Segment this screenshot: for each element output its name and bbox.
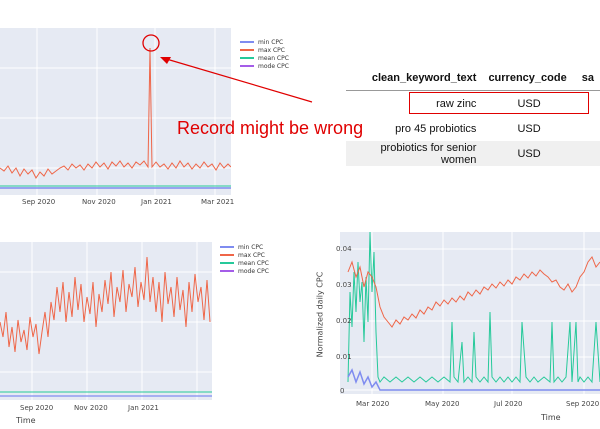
table-row: probiotics for senior women USD	[346, 141, 600, 166]
annotation-arrow-line	[162, 57, 313, 103]
bottom-left-xtick: Sep 2020	[20, 404, 54, 412]
bottom-left-max-line	[0, 256, 211, 355]
top-left-xtick: Mar 2021	[201, 198, 235, 206]
bottom-right-ytick: 0	[340, 387, 345, 395]
top-left-xtick: Jan 2021	[141, 198, 172, 206]
bottom-left-xaxis-title: Time	[16, 416, 36, 425]
bottom-right-xtick: Jul 2020	[494, 400, 523, 408]
bottom-left-xtick: Nov 2020	[74, 404, 108, 412]
column-header: currency_code	[488, 72, 567, 84]
bottom-right-ytick: 0.03	[336, 281, 352, 289]
legend-label: mode CPC	[258, 62, 289, 70]
legend-label: mean CPC	[258, 54, 289, 62]
bottom-left-plot-area	[0, 242, 212, 400]
top-left-xtick: Sep 2020	[22, 198, 56, 206]
bottom-right-mean-line	[347, 232, 600, 384]
keyword-cell: pro 45 probiotics	[395, 122, 477, 135]
bottom-left-xtick: Jan 2021	[128, 404, 159, 412]
keyword-table: clean_keyword_text currency_code sa raw …	[346, 66, 600, 166]
bottom-right-min-line	[347, 368, 600, 391]
currency-cell: USD	[517, 122, 541, 135]
currency-cell: USD	[517, 97, 541, 110]
currency-cell: USD	[517, 147, 541, 160]
annotation-arrowhead	[160, 57, 171, 64]
bottom-right-max-line	[347, 256, 600, 328]
bottom-right-plot-svg	[340, 232, 600, 394]
bottom-left-legend: min CPC max CPC mean CPC mode CPC	[220, 243, 269, 275]
keyword-cell: raw zinc	[436, 97, 477, 110]
top-left-max-line	[0, 47, 231, 179]
highlighted-row-box	[409, 92, 589, 114]
keyword-cell: probiotics for senior women	[380, 141, 477, 166]
bottom-right-plot-area	[340, 232, 600, 394]
legend-label: max CPC	[238, 251, 265, 259]
spike-highlight-circle	[142, 34, 160, 52]
bottom-right-xtick: May 2020	[425, 400, 460, 408]
top-left-legend: min CPC max CPC mean CPC mode CPC	[240, 38, 289, 70]
bottom-right-ytick: 0.01	[336, 353, 352, 361]
bottom-right-ytick: 0.02	[336, 317, 352, 325]
top-left-xtick: Nov 2020	[82, 198, 116, 206]
bottom-right-yaxis-title: Normalized daily CPC	[315, 271, 325, 358]
column-header: sa	[581, 72, 594, 84]
bottom-right-xaxis-title: Time	[541, 413, 561, 422]
column-header: clean_keyword_text	[371, 72, 477, 84]
table-row: pro 45 probiotics USD	[346, 116, 600, 141]
bottom-left-plot-svg	[0, 242, 212, 400]
table-row: raw zinc USD	[346, 90, 600, 117]
legend-label: mode CPC	[238, 267, 269, 275]
table-header-row: clean_keyword_text currency_code sa	[346, 66, 600, 91]
legend-label: max CPC	[258, 46, 285, 54]
legend-label: mean CPC	[238, 259, 269, 267]
legend-label: min CPC	[258, 38, 284, 46]
bottom-right-ytick: 0.04	[336, 245, 352, 253]
bottom-right-xtick: Sep 2020	[566, 400, 600, 408]
annotation-text: Record might be wrong	[177, 118, 364, 138]
bottom-right-xtick: Mar 2020	[356, 400, 390, 408]
top-left-plot-svg	[0, 28, 231, 195]
legend-label: min CPC	[238, 243, 264, 251]
top-left-plot-area	[0, 28, 231, 195]
